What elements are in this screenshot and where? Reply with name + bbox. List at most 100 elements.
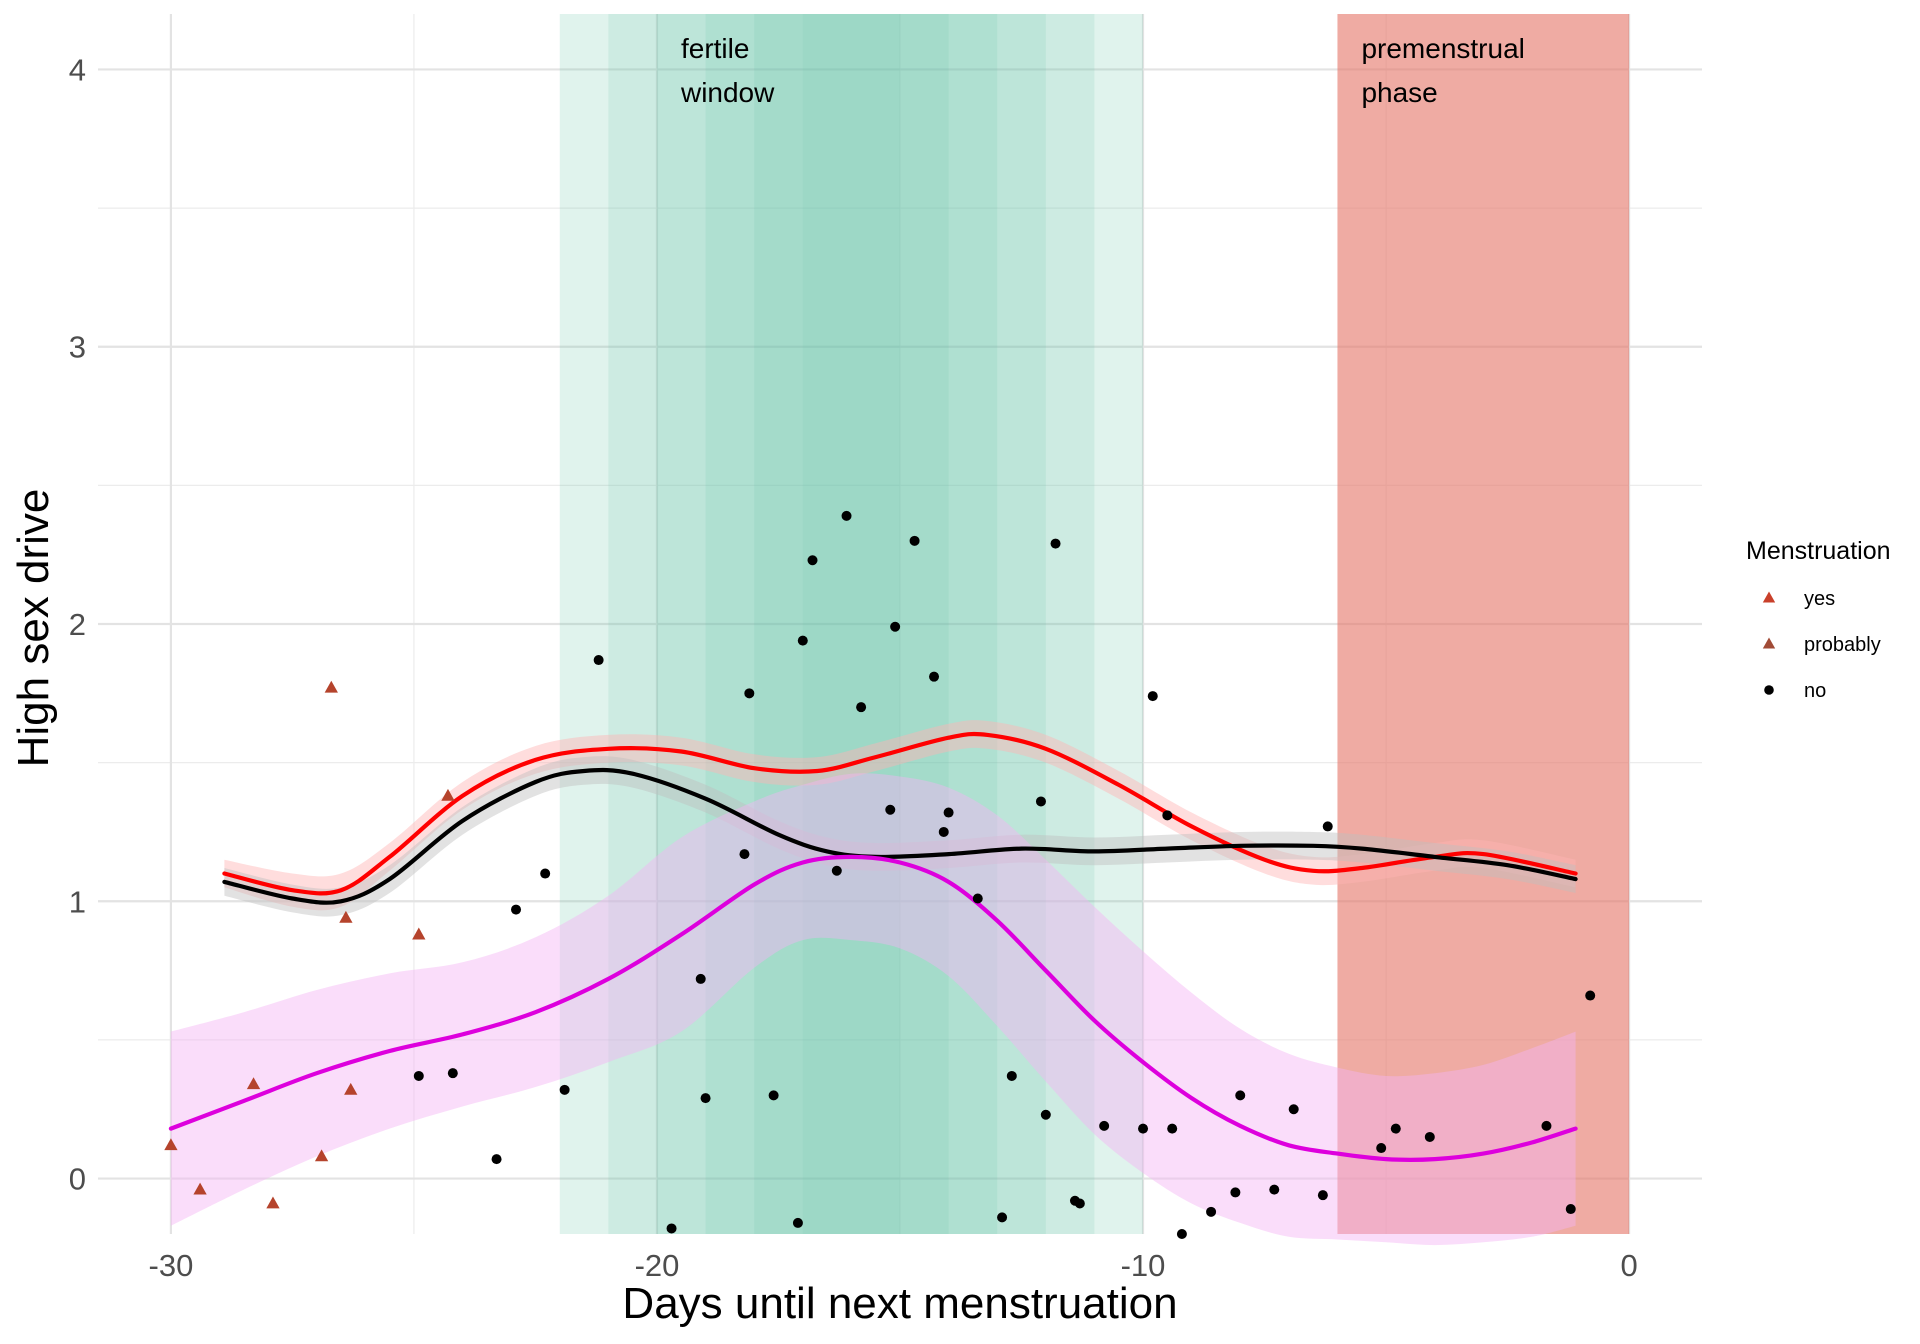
smooth-lines bbox=[168, 731, 1578, 1162]
data-point-triangle bbox=[193, 1182, 207, 1195]
data-point bbox=[1322, 821, 1333, 832]
legend-key-circle bbox=[1764, 685, 1774, 695]
fertile-window-band bbox=[705, 14, 998, 1234]
data-point bbox=[1585, 990, 1596, 1001]
x-tick-label: 0 bbox=[1620, 1248, 1637, 1283]
fertile-window-band bbox=[559, 14, 1144, 1234]
tick-labels: -30 -20 -10 0 0 1 2 3 4 bbox=[69, 52, 1638, 1283]
fertile-window-band bbox=[608, 14, 1095, 1234]
data-point bbox=[1390, 1123, 1401, 1134]
data-point bbox=[511, 904, 522, 915]
confidence-ribbons bbox=[170, 720, 1576, 1246]
data-point-triangle bbox=[324, 680, 338, 693]
data-point bbox=[885, 804, 896, 815]
data-point bbox=[1176, 1229, 1187, 1239]
band-labels: fertile window premenstrual phase bbox=[680, 33, 1525, 108]
data-point bbox=[1040, 1109, 1051, 1120]
data-point bbox=[972, 893, 983, 904]
data-point bbox=[1230, 1187, 1241, 1198]
legend-key-triangle bbox=[1762, 637, 1776, 649]
x-tick-label: -20 bbox=[635, 1248, 680, 1283]
legend-label: no bbox=[1804, 680, 1826, 702]
data-point bbox=[447, 1068, 458, 1079]
fertile-window-band bbox=[754, 14, 949, 1234]
fertile-window-band bbox=[656, 14, 1046, 1234]
data-point bbox=[413, 1070, 424, 1081]
data-point bbox=[1424, 1131, 1435, 1142]
band-label: premenstrual bbox=[1361, 33, 1524, 64]
data-point bbox=[1167, 1123, 1178, 1134]
data-points bbox=[164, 510, 1596, 1239]
data-point bbox=[1074, 1198, 1085, 1209]
data-point bbox=[909, 535, 920, 546]
legend-key-triangle bbox=[1762, 591, 1776, 603]
confidence-ribbon bbox=[224, 720, 1576, 911]
legend: Menstruation yes probably no bbox=[1746, 537, 1891, 702]
y-tick-label: 1 bbox=[69, 884, 86, 919]
data-point bbox=[1317, 1190, 1328, 1201]
legend-label: yes bbox=[1804, 588, 1835, 610]
data-point bbox=[1138, 1123, 1149, 1134]
data-point-triangle bbox=[344, 1082, 358, 1095]
confidence-ribbon bbox=[170, 773, 1576, 1246]
data-point bbox=[1541, 1120, 1552, 1131]
data-point bbox=[1376, 1143, 1387, 1154]
data-point bbox=[997, 1212, 1008, 1223]
data-point-triangle bbox=[441, 788, 455, 801]
band-label: phase bbox=[1361, 77, 1437, 108]
fertile-window-band bbox=[802, 14, 900, 1234]
data-point bbox=[1050, 538, 1061, 549]
band-label: fertile bbox=[681, 33, 749, 64]
data-point bbox=[792, 1217, 803, 1228]
data-point bbox=[943, 807, 954, 818]
data-point bbox=[768, 1090, 779, 1101]
data-point bbox=[1235, 1090, 1246, 1101]
y-tick-label: 2 bbox=[69, 607, 86, 642]
data-point bbox=[797, 635, 808, 646]
y-tick-label: 4 bbox=[69, 52, 86, 87]
data-point bbox=[1206, 1206, 1217, 1217]
data-point bbox=[929, 671, 940, 682]
smooth-line bbox=[168, 854, 1578, 1162]
x-tick-label: -30 bbox=[149, 1248, 194, 1283]
band-label: window bbox=[680, 77, 775, 108]
legend-title: Menstruation bbox=[1746, 537, 1891, 565]
data-point-triangle bbox=[412, 927, 426, 940]
data-point bbox=[695, 973, 706, 984]
premenstrual-phase-band bbox=[1337, 14, 1630, 1234]
data-point bbox=[890, 621, 901, 632]
data-point bbox=[831, 865, 842, 876]
data-point bbox=[559, 1084, 570, 1095]
y-axis-title: High sex drive bbox=[9, 489, 58, 768]
data-point-triangle bbox=[164, 1138, 178, 1151]
confidence-ribbon bbox=[224, 756, 1576, 917]
data-point bbox=[739, 849, 750, 860]
data-point bbox=[491, 1154, 502, 1165]
smooth-line bbox=[222, 731, 1578, 896]
data-point bbox=[1006, 1070, 1017, 1081]
x-tick-label: -10 bbox=[1121, 1248, 1166, 1283]
phase-bands bbox=[559, 14, 1630, 1234]
data-point bbox=[1269, 1184, 1280, 1195]
data-point bbox=[1162, 810, 1173, 821]
data-point bbox=[666, 1223, 677, 1234]
data-point bbox=[744, 688, 755, 699]
data-point bbox=[1099, 1120, 1110, 1131]
data-point bbox=[841, 510, 852, 521]
data-point-triangle bbox=[314, 1149, 329, 1162]
data-point-triangle bbox=[339, 910, 353, 923]
legend-label: probably bbox=[1804, 634, 1881, 656]
data-point bbox=[807, 555, 818, 566]
x-axis-title: Days until next menstruation bbox=[622, 1279, 1177, 1328]
data-point bbox=[1035, 796, 1046, 807]
y-tick-label: 3 bbox=[69, 330, 86, 365]
data-point-triangle bbox=[246, 1077, 261, 1090]
data-point bbox=[938, 826, 949, 837]
data-point bbox=[856, 702, 867, 713]
data-point bbox=[540, 868, 551, 879]
data-point bbox=[593, 655, 604, 666]
data-point bbox=[1288, 1104, 1299, 1115]
y-tick-label: 0 bbox=[69, 1162, 86, 1197]
data-point bbox=[1565, 1204, 1576, 1215]
